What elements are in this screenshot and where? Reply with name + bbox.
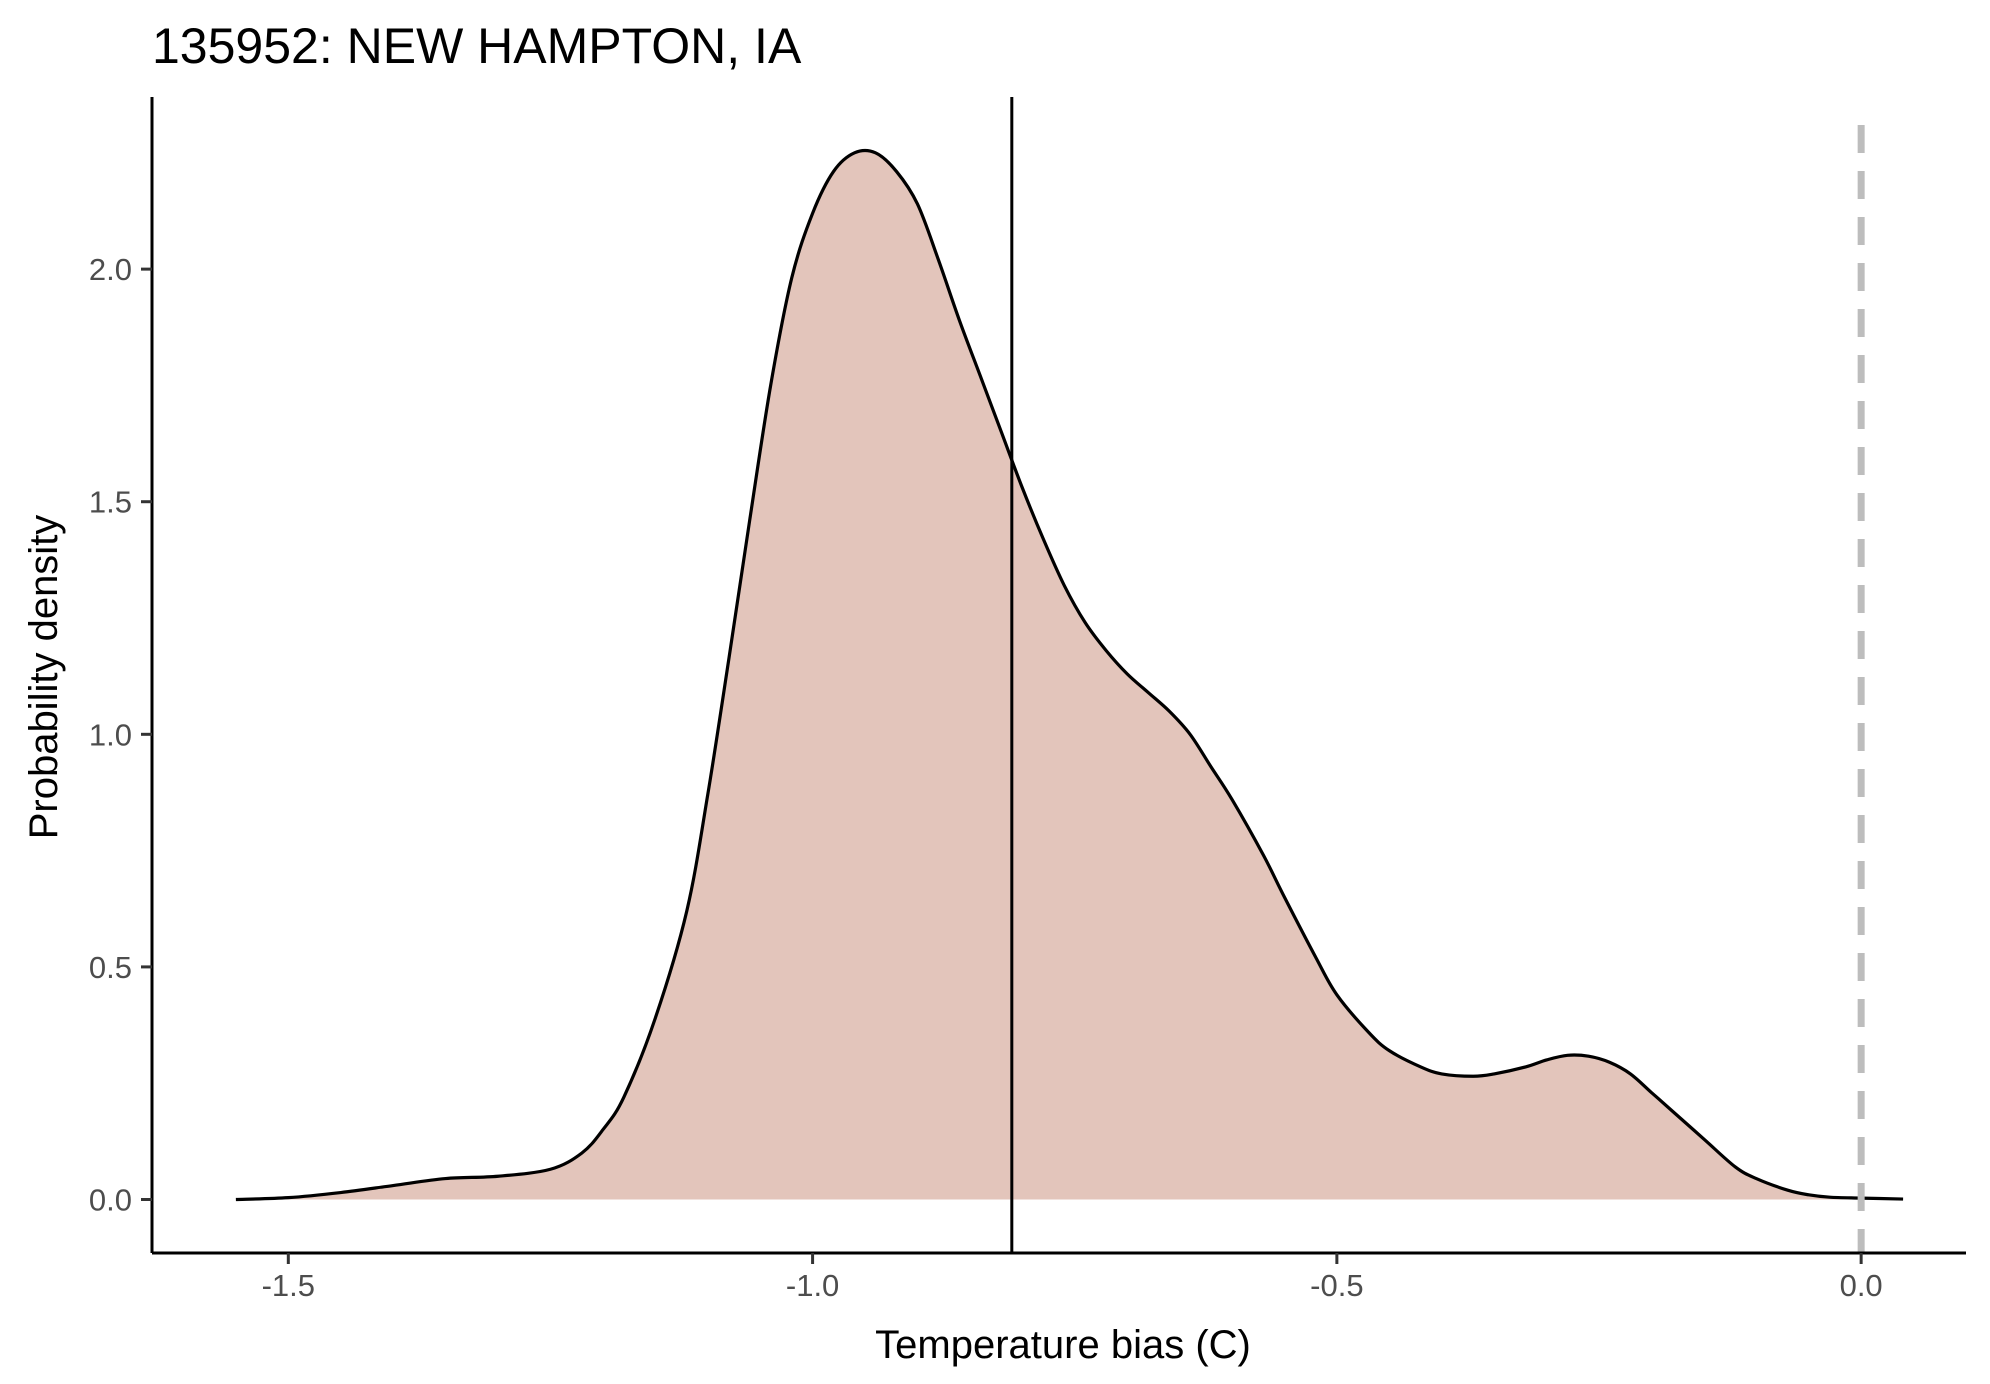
chart-title: 135952: NEW HAMPTON, IA (152, 18, 802, 74)
y-axis-title: Probability density (22, 515, 66, 840)
x-tick-label: -1.0 (786, 1268, 839, 1303)
density-curve-line (235, 148, 1904, 1202)
x-axis-ticks: -1.5 -1.0 -0.5 0.0 (262, 1253, 1883, 1303)
y-tick-label: 0.5 (89, 950, 132, 985)
y-tick-label: 1.5 (89, 485, 132, 520)
y-axis-ticks: 0.0 0.5 1.0 1.5 2.0 (89, 252, 152, 1218)
density-area-fill (235, 150, 1904, 1200)
plot-area (235, 97, 1904, 1253)
y-tick-label: 0.0 (89, 1183, 132, 1218)
x-tick-label: -0.5 (1310, 1268, 1363, 1303)
x-axis-title: Temperature bias (C) (875, 1323, 1251, 1367)
y-tick-label: 2.0 (89, 252, 132, 287)
y-tick-label: 1.0 (89, 717, 132, 752)
x-tick-label: -1.5 (262, 1268, 315, 1303)
x-tick-label: 0.0 (1840, 1268, 1883, 1303)
